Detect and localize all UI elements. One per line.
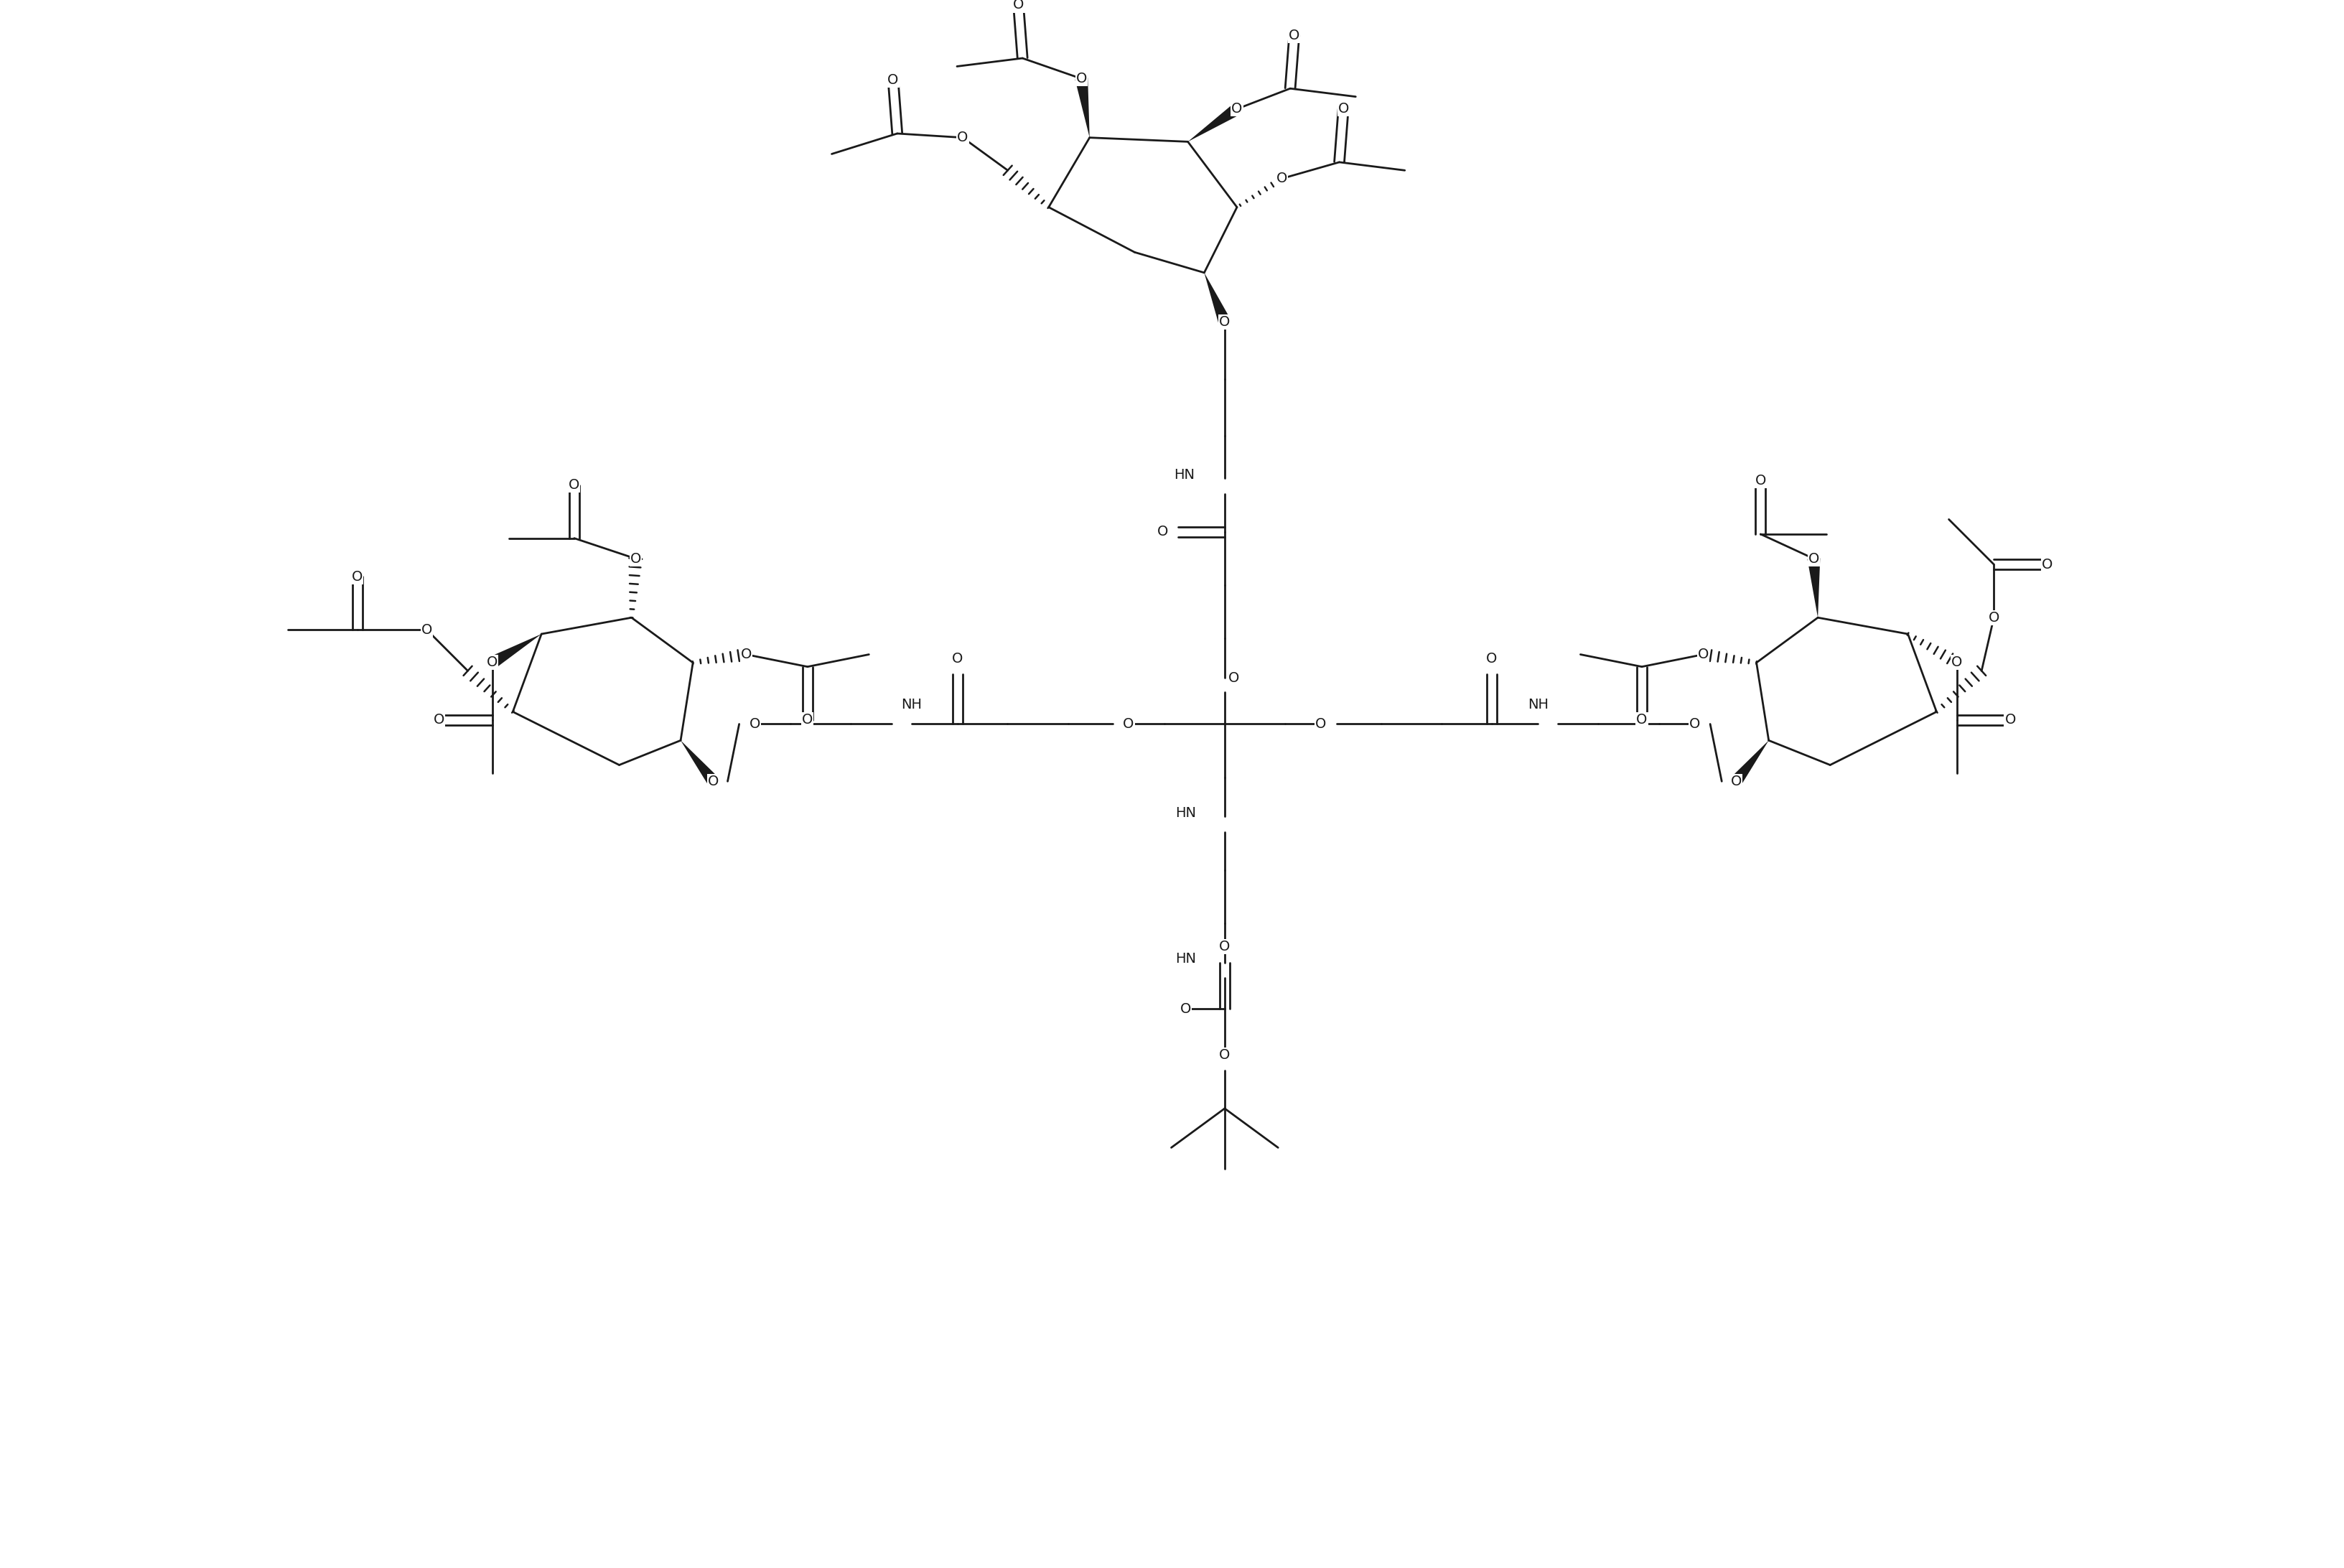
Text: O: O	[1988, 612, 1999, 624]
Polygon shape	[490, 633, 541, 668]
Text: O: O	[631, 552, 640, 566]
Text: O: O	[2042, 558, 2051, 571]
Text: O: O	[1275, 172, 1287, 185]
Text: O: O	[422, 622, 431, 637]
Text: O: O	[1076, 72, 1088, 86]
Text: O: O	[1158, 525, 1167, 539]
Text: O: O	[1231, 102, 1242, 116]
Text: O: O	[1013, 0, 1024, 13]
Text: O: O	[750, 717, 759, 731]
Text: O: O	[1730, 775, 1742, 789]
Text: O: O	[1315, 717, 1327, 731]
Text: O: O	[1289, 28, 1299, 42]
Text: O: O	[1123, 717, 1134, 731]
Text: O: O	[956, 130, 968, 144]
Text: O: O	[1338, 102, 1348, 116]
Text: HN: HN	[1174, 806, 1195, 820]
Text: O: O	[1228, 671, 1240, 685]
Polygon shape	[1730, 740, 1767, 786]
Text: NH: NH	[900, 698, 921, 712]
Text: O: O	[1219, 1049, 1231, 1062]
Polygon shape	[1807, 558, 1819, 618]
Polygon shape	[1076, 78, 1090, 138]
Text: O: O	[352, 569, 363, 583]
Text: O: O	[952, 652, 963, 665]
Text: HN: HN	[1174, 469, 1195, 481]
Text: HN: HN	[1174, 952, 1195, 966]
Text: O: O	[2004, 713, 2016, 726]
Polygon shape	[1205, 273, 1231, 325]
Text: O: O	[434, 713, 445, 726]
Text: O: O	[488, 655, 497, 670]
Polygon shape	[680, 740, 717, 786]
Text: O: O	[1179, 1002, 1191, 1016]
Text: O: O	[888, 74, 898, 88]
Text: O: O	[708, 775, 720, 789]
Polygon shape	[1188, 103, 1240, 141]
Text: O: O	[1807, 552, 1819, 566]
Text: O: O	[1697, 648, 1709, 662]
Text: NH: NH	[1526, 698, 1547, 712]
Text: O: O	[802, 713, 813, 726]
Text: O: O	[1219, 941, 1231, 953]
Text: O: O	[1950, 655, 1962, 670]
Text: O: O	[570, 478, 579, 492]
Text: O: O	[1219, 315, 1231, 329]
Text: O: O	[1486, 652, 1498, 665]
Text: O: O	[741, 648, 752, 662]
Text: O: O	[1756, 474, 1765, 488]
Text: O: O	[1636, 713, 1648, 726]
Text: O: O	[1688, 717, 1699, 731]
